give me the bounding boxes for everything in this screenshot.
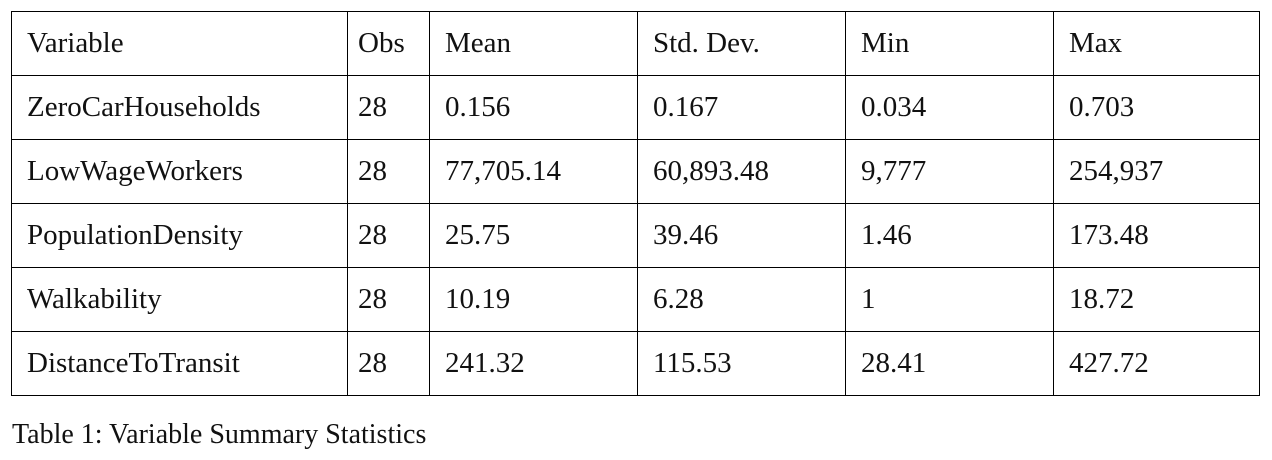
- table-row: ZeroCarHouseholds 28 0.156 0.167 0.034 0…: [11, 75, 1260, 140]
- table-cell: 10.19: [429, 267, 638, 332]
- table-cell: 28: [347, 203, 430, 268]
- table-cell: ZeroCarHouseholds: [11, 75, 348, 140]
- table-row: LowWageWorkers 28 77,705.14 60,893.48 9,…: [11, 139, 1260, 204]
- table-cell: 18.72: [1053, 267, 1260, 332]
- table-cell: 28: [347, 139, 430, 204]
- header-cell-obs: Obs: [347, 11, 430, 76]
- header-cell-max: Max: [1053, 11, 1260, 76]
- table-cell: 0.167: [637, 75, 846, 140]
- table-cell: 241.32: [429, 331, 638, 396]
- table-cell: 1.46: [845, 203, 1054, 268]
- header-cell-mean: Mean: [429, 11, 638, 76]
- table-cell: 0.034: [845, 75, 1054, 140]
- table-cell: 9,777: [845, 139, 1054, 204]
- table-row: Walkability 28 10.19 6.28 1 18.72: [11, 267, 1260, 332]
- table-cell: 28: [347, 331, 430, 396]
- table-cell: 28.41: [845, 331, 1054, 396]
- header-cell-std-dev: Std. Dev.: [637, 11, 846, 76]
- table-cell: 60,893.48: [637, 139, 846, 204]
- table-cell: 427.72: [1053, 331, 1260, 396]
- table-caption: Table 1: Variable Summary Statistics: [12, 419, 427, 450]
- header-cell-variable: Variable: [11, 11, 348, 76]
- table-cell: 77,705.14: [429, 139, 638, 204]
- summary-statistics-table: Variable Obs Mean Std. Dev. Min Max Zero…: [11, 11, 1260, 396]
- table-cell: 28: [347, 75, 430, 140]
- table-cell: 39.46: [637, 203, 846, 268]
- table-cell: 28: [347, 267, 430, 332]
- table-cell: 173.48: [1053, 203, 1260, 268]
- table-cell: 254,937: [1053, 139, 1260, 204]
- table-row: PopulationDensity 28 25.75 39.46 1.46 17…: [11, 203, 1260, 268]
- table-cell: 1: [845, 267, 1054, 332]
- table-cell: DistanceToTransit: [11, 331, 348, 396]
- table-cell: 0.156: [429, 75, 638, 140]
- table-cell: LowWageWorkers: [11, 139, 348, 204]
- table-row: DistanceToTransit 28 241.32 115.53 28.41…: [11, 331, 1260, 396]
- table-cell: 115.53: [637, 331, 846, 396]
- table-cell: 25.75: [429, 203, 638, 268]
- table-cell: Walkability: [11, 267, 348, 332]
- table-cell: 0.703: [1053, 75, 1260, 140]
- table-cell: PopulationDensity: [11, 203, 348, 268]
- table-header-row: Variable Obs Mean Std. Dev. Min Max: [11, 11, 1260, 76]
- header-cell-min: Min: [845, 11, 1054, 76]
- table-cell: 6.28: [637, 267, 846, 332]
